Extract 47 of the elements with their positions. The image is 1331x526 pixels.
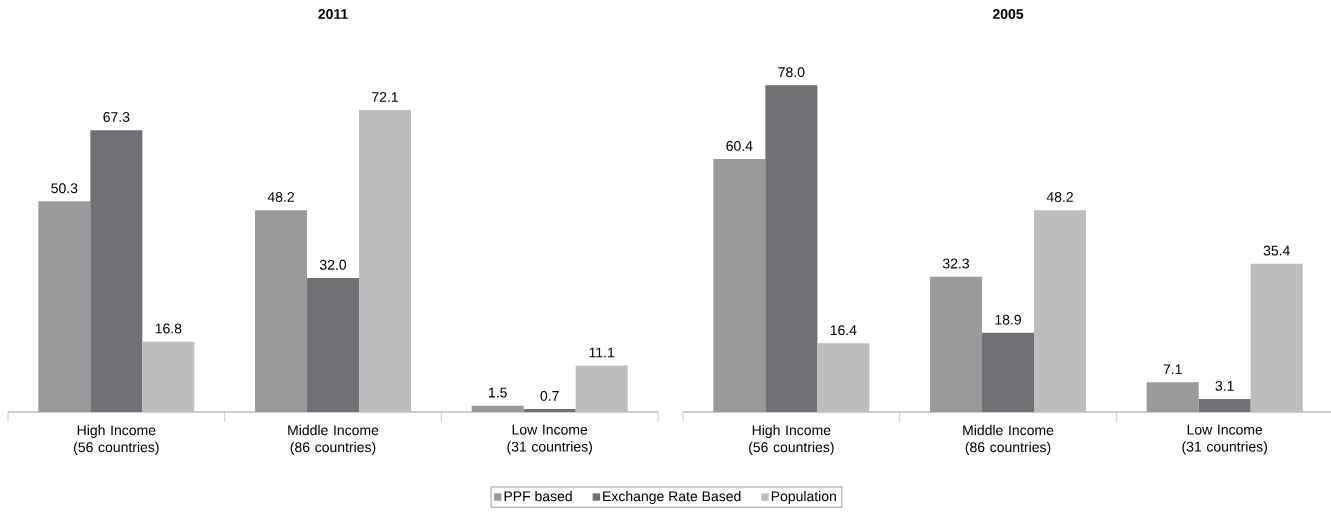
bar (1034, 210, 1087, 412)
data-label: 16.8 (155, 323, 182, 334)
bar (359, 110, 411, 412)
bar (38, 201, 91, 412)
bar (142, 341, 195, 412)
bar (523, 409, 576, 412)
x-tick-label: Low Income (31 countries) (507, 424, 592, 455)
x-tick-label: Low Income (31 countries) (1182, 424, 1267, 455)
bar (817, 343, 870, 412)
data-label: 7.1 (1163, 364, 1182, 375)
data-label: 18.9 (995, 314, 1021, 325)
chart-title: 2005 (992, 9, 1024, 19)
data-label: 0.7 (540, 390, 559, 401)
bar (471, 405, 524, 412)
data-label: 35.4 (1263, 245, 1290, 256)
data-label: 32.3 (942, 258, 970, 269)
data-label: 48.2 (267, 192, 294, 202)
legend-label: PPF based (504, 490, 572, 502)
legend-label: Exchange Rate Based (603, 490, 741, 504)
x-tick-label: Middle Income (86 countries) (288, 424, 379, 455)
x-tick-label: High Income (56 countries) (749, 424, 834, 455)
data-label: 72.1 (372, 92, 398, 102)
x-tick-label: High Income (56 countries) (74, 424, 159, 455)
bar (713, 159, 766, 412)
data-label: 67.3 (103, 112, 130, 122)
legend-label: Population (771, 490, 836, 504)
bar (1198, 399, 1251, 412)
data-label: 50.3 (51, 183, 78, 194)
bar (982, 332, 1035, 412)
data-label: 60.4 (726, 140, 753, 151)
bar (765, 85, 818, 412)
data-label: 48.2 (1046, 192, 1073, 202)
bar (930, 276, 983, 412)
bar (575, 365, 628, 412)
bar (90, 130, 143, 412)
data-label: 32.0 (319, 259, 347, 270)
bar (1250, 263, 1303, 412)
chart-title: 2011 (318, 9, 348, 19)
data-label: 78.0 (778, 67, 805, 78)
bar (307, 277, 359, 412)
data-label: 11.1 (589, 347, 615, 358)
data-label: 1.5 (489, 387, 507, 398)
data-label: 16.4 (830, 325, 857, 336)
data-label: 3.1 (1215, 380, 1234, 391)
bar (1146, 382, 1199, 412)
bar (255, 210, 307, 412)
x-tick-label: Middle Income (86 countries) (963, 424, 1054, 455)
